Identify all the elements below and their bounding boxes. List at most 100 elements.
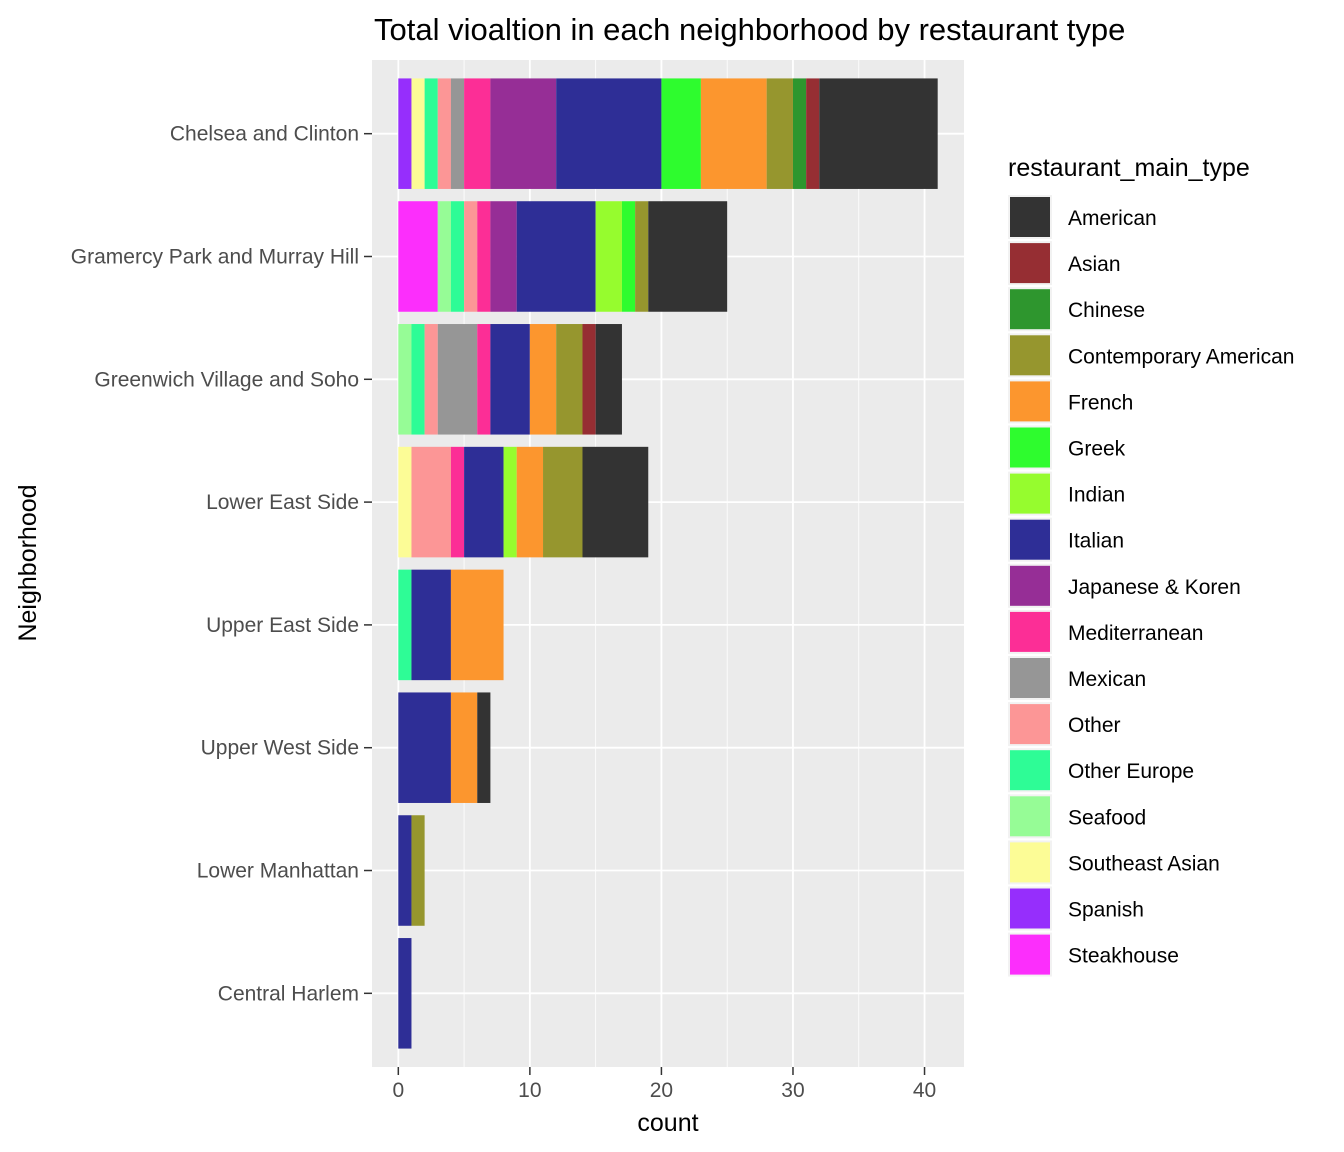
bar-segment [411, 569, 451, 681]
legend-swatch [1010, 519, 1050, 560]
chart-title: Total vioaltion in each neighborhood by … [374, 12, 1125, 47]
legend-label: Greek [1068, 438, 1126, 461]
legend-label: Asian [1068, 253, 1121, 276]
legend-swatch [1010, 611, 1050, 652]
y-tick-label: Lower Manhattan [197, 860, 359, 883]
x-axis: 0 10 20 30 40 [392, 1067, 936, 1102]
legend-label: Other [1068, 714, 1121, 737]
bar-segment [477, 692, 491, 803]
legend-swatch [1010, 796, 1050, 837]
y-tick-label: Gramercy Park and Murray Hill [71, 245, 359, 268]
legend-label: American [1068, 207, 1157, 230]
y-tick-label: Central Harlem [218, 982, 359, 1005]
bar-segment [582, 324, 596, 435]
y-tick-label: Greenwich Village and Soho [94, 368, 359, 391]
legend-swatch [1010, 888, 1050, 929]
legend-label: Other Europe [1068, 760, 1194, 783]
bar-segment [398, 692, 451, 803]
bar-segment [595, 201, 622, 312]
bar-segment [477, 201, 491, 312]
bar-segment [398, 324, 412, 435]
bar-segment [621, 201, 636, 312]
bar-segment [556, 324, 583, 435]
bar-segment [819, 78, 938, 189]
bar-segment [464, 78, 491, 189]
legend-swatch [1010, 704, 1050, 745]
bar-segment [411, 446, 451, 558]
bar-segment [516, 201, 596, 312]
bar-segment [437, 201, 451, 312]
bar-segment [411, 815, 425, 926]
bar-segment [411, 324, 425, 435]
legend-swatch [1010, 934, 1050, 975]
bar-segment [450, 692, 478, 803]
bar-segment [450, 446, 465, 558]
x-tick-label: 10 [518, 1079, 541, 1102]
bar-segment [648, 201, 728, 312]
y-tick-label: Upper West Side [201, 737, 359, 760]
bar-segment [595, 324, 622, 435]
bar-segment [490, 201, 517, 312]
bar-segment [424, 324, 438, 435]
legend-label: Chinese [1068, 299, 1145, 322]
legend-swatch [1010, 335, 1050, 376]
x-tick-label: 20 [650, 1079, 673, 1102]
bar-segment [450, 569, 504, 681]
legend-swatch [1010, 381, 1050, 422]
legend-swatch [1010, 473, 1050, 514]
legend-label: Contemporary American [1068, 345, 1294, 368]
bar-segment [503, 446, 517, 558]
x-tick-label: 30 [781, 1079, 804, 1102]
bar-segment [450, 78, 465, 189]
bar-segment [398, 201, 438, 312]
bar-segment [424, 78, 438, 189]
legend-label: Steakhouse [1068, 945, 1179, 968]
y-tick-label: Upper East Side [206, 614, 359, 637]
legend-title: restaurant_main_type [1008, 154, 1250, 182]
bars [398, 78, 938, 1049]
bar-segment [792, 78, 807, 189]
legend-label: Spanish [1068, 899, 1144, 922]
bar-segment [582, 446, 649, 558]
bar-segment [543, 446, 583, 558]
legend-swatch [1010, 842, 1050, 883]
bar-segment [766, 78, 793, 189]
bar-segment [635, 201, 649, 312]
legend-label: Italian [1068, 530, 1124, 553]
bar-segment [464, 446, 504, 558]
legend-swatch [1010, 427, 1050, 468]
bar-segment [464, 201, 478, 312]
y-tick-label: Chelsea and Clinton [170, 123, 359, 146]
bar-segment [806, 78, 820, 189]
bar-segment [529, 324, 557, 435]
legend-swatch [1010, 658, 1050, 698]
legend-swatch [1010, 243, 1050, 284]
bar-segment [437, 324, 478, 435]
bar-segment [398, 78, 412, 189]
y-axis: Chelsea and Clinton Gramercy Park and Mur… [71, 123, 372, 1005]
x-tick-label: 40 [913, 1079, 936, 1102]
bar-segment [490, 324, 530, 435]
bar-segment [398, 938, 412, 1049]
bar-segment [437, 78, 451, 189]
bar-segment [398, 446, 412, 558]
legend-swatch [1010, 289, 1050, 330]
legend-swatch [1010, 197, 1050, 237]
x-tick-label: 0 [392, 1079, 404, 1102]
legend-label: Southeast Asian [1068, 852, 1220, 875]
y-tick-label: Lower East Side [206, 491, 359, 514]
bar-segment [477, 324, 491, 435]
bar-segment [490, 78, 557, 189]
x-axis-title: count [637, 1109, 698, 1137]
legend-label: Mediterranean [1068, 622, 1203, 645]
legend-swatch [1010, 565, 1050, 606]
legend-label: Indian [1068, 484, 1125, 507]
bar-segment [398, 815, 412, 926]
bar-segment [450, 201, 465, 312]
y-axis-title: Neighborhood [14, 484, 42, 641]
bar-segment [411, 78, 425, 189]
bar-segment [398, 569, 412, 681]
legend-swatch [1010, 750, 1050, 791]
legend-label: Mexican [1068, 668, 1146, 691]
